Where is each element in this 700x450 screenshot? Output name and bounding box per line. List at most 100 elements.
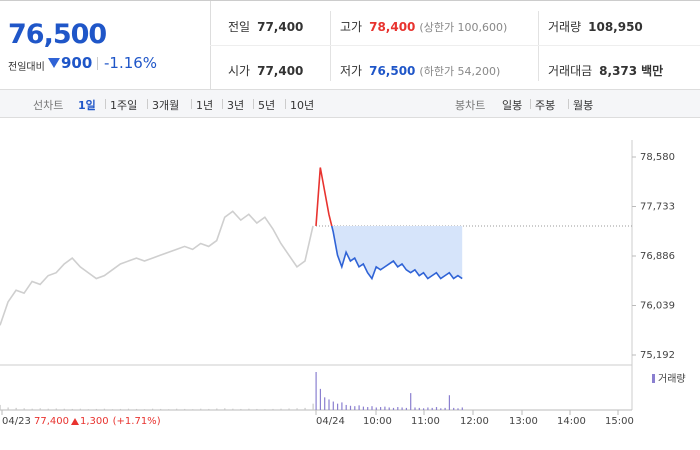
volume-bar — [341, 402, 343, 410]
volume-bar — [380, 407, 382, 410]
tab-divider — [105, 99, 106, 109]
stat: 시가 77,400 — [228, 60, 303, 79]
volume-bar — [358, 405, 360, 410]
volume-bar — [232, 408, 234, 410]
up-icon — [71, 418, 79, 425]
x-tick-label: 15:00 — [605, 416, 634, 427]
price-line — [0, 210, 314, 326]
volume-bar — [296, 408, 298, 410]
change: 900 — [61, 54, 93, 72]
volume-bar — [135, 408, 138, 410]
divider — [330, 11, 331, 81]
stat-value: 77,400 — [257, 20, 304, 34]
volume-bar — [453, 407, 455, 410]
volume-bar — [160, 408, 162, 410]
tab-bar: 선차트 봉차트 1일 1주일 3개월 1년 3년 5년 10년 일봉 주봉 월봉 — [0, 90, 700, 118]
stat-value: 76,500 — [369, 64, 416, 78]
volume-bar — [362, 406, 364, 410]
volume-bar — [345, 404, 347, 410]
candle-tab[interactable]: 월봉 — [573, 99, 594, 112]
volume-bar — [354, 406, 356, 410]
stat: 고가 78,400 (상한가 100,600) — [340, 16, 507, 35]
candle-tab[interactable]: 일봉 — [502, 99, 523, 112]
area-fill — [316, 167, 463, 279]
volume-bar — [151, 408, 154, 410]
period-tab[interactable]: 10년 — [290, 99, 315, 112]
price-line — [315, 167, 463, 281]
volume-bar — [256, 408, 258, 410]
volume-bar — [55, 408, 57, 410]
volume-bar — [315, 372, 317, 410]
volume-bar — [324, 397, 326, 410]
footer-close: 77,400 — [34, 416, 69, 427]
stat-value: 78,400 — [369, 20, 416, 34]
stat-label: 거래대금 — [548, 64, 593, 78]
volume-bar — [264, 409, 266, 410]
stat-label: 전일 — [228, 20, 251, 34]
y-tick-label: 76,886 — [640, 251, 675, 262]
stat-label: 저가 — [340, 64, 363, 78]
change-pct: -1.16% — [104, 54, 158, 72]
stat-note: (하한가 54,200) — [419, 65, 501, 78]
volume-bar — [410, 393, 412, 410]
volume-bar — [111, 409, 114, 410]
volume-bar — [7, 407, 9, 410]
volume-bar — [184, 408, 186, 410]
volume-bar — [435, 407, 438, 410]
candle-tab[interactable]: 주봉 — [535, 99, 556, 112]
legend-label: 거래량 — [658, 373, 686, 385]
volume-bar — [397, 407, 399, 410]
volume-bar — [405, 407, 407, 410]
tab-divider — [191, 99, 192, 109]
price: 76,500 — [8, 19, 107, 50]
stat-value: 8,373 — [599, 64, 638, 78]
period-tab[interactable]: 1주일 — [110, 99, 138, 112]
volume-bar — [448, 395, 450, 410]
volume-bar — [431, 407, 433, 410]
volume-bar — [272, 408, 274, 410]
volume-bar — [371, 406, 373, 410]
volume-bar — [401, 407, 403, 410]
tab-divider — [222, 99, 223, 109]
volume-bar — [103, 408, 106, 410]
volume-bar — [216, 408, 218, 410]
tab-divider — [285, 99, 286, 109]
period-tab[interactable]: 1년 — [196, 99, 214, 112]
volume-bar — [337, 403, 339, 410]
y-tick-label: 78,580 — [640, 152, 675, 163]
header: 76,500 전일대비 900 -1.16% 전일 77,400 고가 78,400 (… — [0, 0, 700, 90]
volume-bar — [288, 408, 290, 410]
stat-label: 고가 — [340, 20, 363, 34]
volume-bar — [95, 408, 98, 410]
x-tick-label: 04/23 — [2, 416, 31, 427]
volume-bar — [39, 408, 41, 410]
volume-bar — [23, 408, 25, 410]
volume-bar — [192, 409, 194, 410]
change-label: 전일대비 — [8, 62, 45, 73]
volume-bar — [47, 408, 49, 410]
volume-bar — [127, 408, 130, 410]
volume-bar — [176, 408, 178, 410]
volume-bar — [375, 407, 377, 410]
x-tick-label: 13:00 — [509, 416, 538, 427]
volume-bar — [332, 401, 334, 410]
tab-group-label: 선차트 — [33, 99, 64, 112]
tab-group-label: 봉차트 — [455, 99, 486, 112]
x-tick-label: 11:00 — [411, 416, 440, 427]
period-tab[interactable]: 3개월 — [152, 99, 180, 112]
period-tab[interactable]: 1일 — [78, 99, 96, 112]
volume-bar — [143, 409, 146, 410]
y-tick-label: 76,039 — [640, 301, 675, 312]
tab-divider — [147, 99, 148, 109]
volume-bar — [319, 388, 321, 410]
volume-bar — [444, 407, 446, 410]
period-tab[interactable]: 5년 — [258, 99, 276, 112]
volume-bar — [461, 407, 463, 410]
period-tab[interactable]: 3년 — [227, 99, 245, 112]
tab-divider — [253, 99, 254, 109]
chart: 75,192 76,039 76,886 77,733 78,580 04/23 04/24… — [0, 140, 686, 427]
x-tick-label: 14:00 — [557, 416, 586, 427]
x-tick-label: 04/24 — [316, 416, 345, 427]
volume-bar — [440, 408, 442, 410]
volume-bar — [87, 409, 89, 410]
